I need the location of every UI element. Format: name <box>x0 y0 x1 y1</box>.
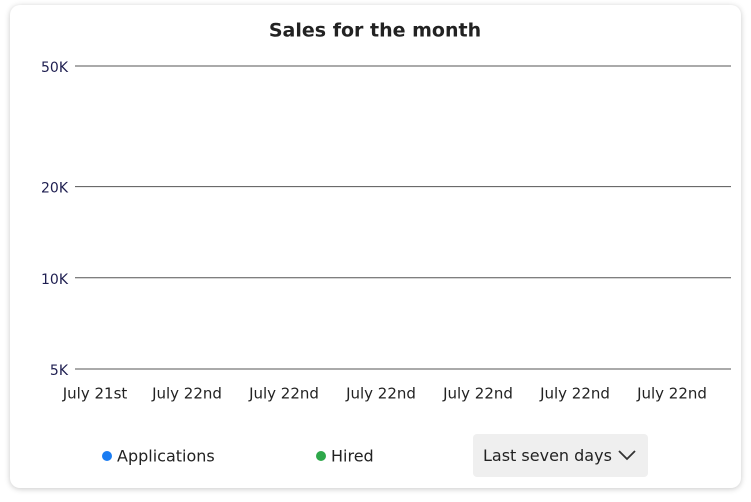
x-tick-label: July 21st <box>62 385 128 403</box>
x-tick-label: July 22nd <box>636 385 707 403</box>
x-tick-label: July 22nd <box>442 385 513 403</box>
legend-marker <box>102 451 112 461</box>
chevron-icon <box>618 450 636 461</box>
range-dropdown[interactable]: Last seven days <box>473 434 648 477</box>
dropdown-label: Last seven days <box>483 446 612 465</box>
legend-marker <box>316 451 326 461</box>
x-tick-label: July 22nd <box>248 385 319 403</box>
legend-label: Applications <box>117 447 215 466</box>
chart-title: Sales for the month <box>269 20 481 42</box>
y-tick-label: 20K <box>41 181 69 197</box>
x-tick-label: July 22nd <box>151 385 222 403</box>
x-tick-label: July 22nd <box>539 385 610 403</box>
y-tick-label: 5K <box>50 363 69 379</box>
y-tick-label: 10K <box>41 272 69 288</box>
card <box>10 5 741 488</box>
x-tick-label: July 22nd <box>345 385 416 403</box>
legend-label: Hired <box>331 447 374 466</box>
y-tick-label: 50K <box>41 60 69 76</box>
